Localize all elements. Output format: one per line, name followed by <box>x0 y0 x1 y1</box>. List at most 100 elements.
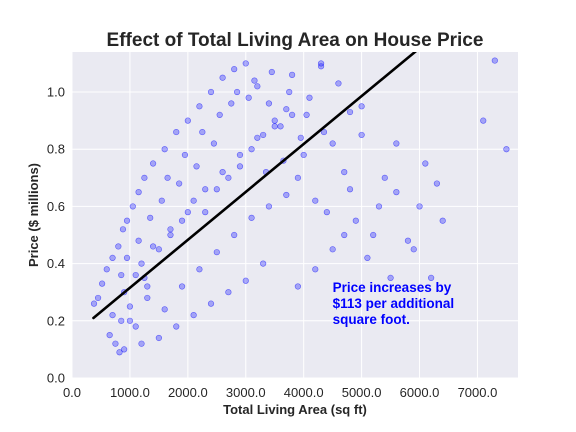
data-point <box>225 289 232 296</box>
data-point <box>149 160 157 167</box>
grid <box>71 52 518 379</box>
data-point <box>439 217 446 224</box>
data-point <box>161 146 168 153</box>
data-point <box>178 283 186 290</box>
data-point <box>254 134 261 141</box>
data-point <box>115 243 122 250</box>
data-point <box>428 274 435 282</box>
data-point <box>141 174 148 181</box>
data-point <box>251 77 258 84</box>
data-point <box>312 266 319 273</box>
data-point <box>196 266 203 273</box>
data-point <box>265 203 273 210</box>
data-point <box>161 306 168 313</box>
data-point <box>99 280 106 287</box>
data-point <box>320 128 328 136</box>
data-point <box>294 283 301 290</box>
data-point <box>231 231 238 239</box>
data-point <box>335 80 342 87</box>
data-point <box>121 346 128 353</box>
x-axis-label: Total Living Area (sq ft) <box>223 402 367 417</box>
data-point <box>393 140 400 147</box>
data-point <box>346 108 354 116</box>
data-point <box>123 254 131 261</box>
data-point <box>260 131 267 139</box>
x-tick-label: 7000.0 <box>458 385 498 400</box>
y-tick-label: 0.8 <box>47 142 65 157</box>
data-point <box>364 254 371 261</box>
data-point <box>199 128 206 136</box>
data-point <box>236 151 244 159</box>
y-tick-label: 0.4 <box>47 256 65 271</box>
data-point <box>178 217 186 224</box>
data-point <box>248 146 255 153</box>
data-point <box>265 100 273 107</box>
data-point <box>109 254 116 261</box>
data-point <box>103 266 110 273</box>
x-tick-label: 2000.0 <box>168 385 208 400</box>
data-point <box>118 271 125 279</box>
data-point <box>173 323 180 330</box>
data-point <box>294 174 301 181</box>
data-point <box>260 260 267 267</box>
data-point <box>109 311 116 319</box>
data-point <box>149 243 157 250</box>
plot-area <box>72 52 518 378</box>
data-point <box>173 128 180 136</box>
data-point <box>135 237 142 244</box>
data-point <box>242 277 249 284</box>
data-point <box>196 103 203 110</box>
data-point <box>167 231 174 239</box>
annotation-line: $113 per additional <box>333 296 455 311</box>
data-point <box>503 146 510 153</box>
data-point <box>126 317 134 324</box>
y-axis-label: Price ($ millions) <box>26 163 41 267</box>
data-point <box>90 300 98 307</box>
chart-title: Effect of Total Living Area on House Pri… <box>107 30 484 51</box>
data-point <box>119 226 127 233</box>
data-point <box>375 203 383 210</box>
data-point <box>286 88 293 96</box>
data-point <box>329 140 336 147</box>
data-point <box>158 197 165 204</box>
data-point <box>387 274 394 282</box>
data-point <box>123 217 131 224</box>
data-point <box>228 100 235 107</box>
data-point <box>271 117 278 124</box>
data-point <box>116 349 123 356</box>
data-point <box>176 180 183 187</box>
data-point <box>231 66 238 73</box>
data-point <box>277 123 284 130</box>
data-point <box>213 186 220 193</box>
y-tick-label: 0.2 <box>47 313 65 328</box>
x-tick-label: 6000.0 <box>400 385 440 400</box>
data-point <box>341 169 348 176</box>
data-point <box>210 140 218 147</box>
data-point <box>254 83 261 90</box>
x-tick-label: 3000.0 <box>226 385 266 400</box>
data-point <box>283 191 290 199</box>
data-point <box>358 131 365 139</box>
data-point <box>219 169 226 176</box>
data-point <box>289 111 296 119</box>
regression-line <box>92 52 417 320</box>
data-point <box>480 117 487 124</box>
data-point <box>268 68 275 76</box>
data-point <box>297 134 304 141</box>
x-tick-label: 0.0 <box>63 385 81 400</box>
data-point <box>393 189 400 196</box>
x-tick-label: 5000.0 <box>342 385 382 400</box>
data-point <box>184 117 191 124</box>
data-point <box>491 57 498 64</box>
data-point <box>138 260 145 267</box>
x-tick-label: 1000.0 <box>110 385 150 400</box>
data-point <box>213 249 220 256</box>
data-point <box>207 88 215 96</box>
data-point <box>219 74 226 81</box>
data-point <box>242 60 249 67</box>
data-point <box>303 111 310 119</box>
data-point <box>190 197 197 204</box>
data-point <box>144 283 151 290</box>
data-point <box>236 163 244 170</box>
data-point <box>106 332 113 339</box>
